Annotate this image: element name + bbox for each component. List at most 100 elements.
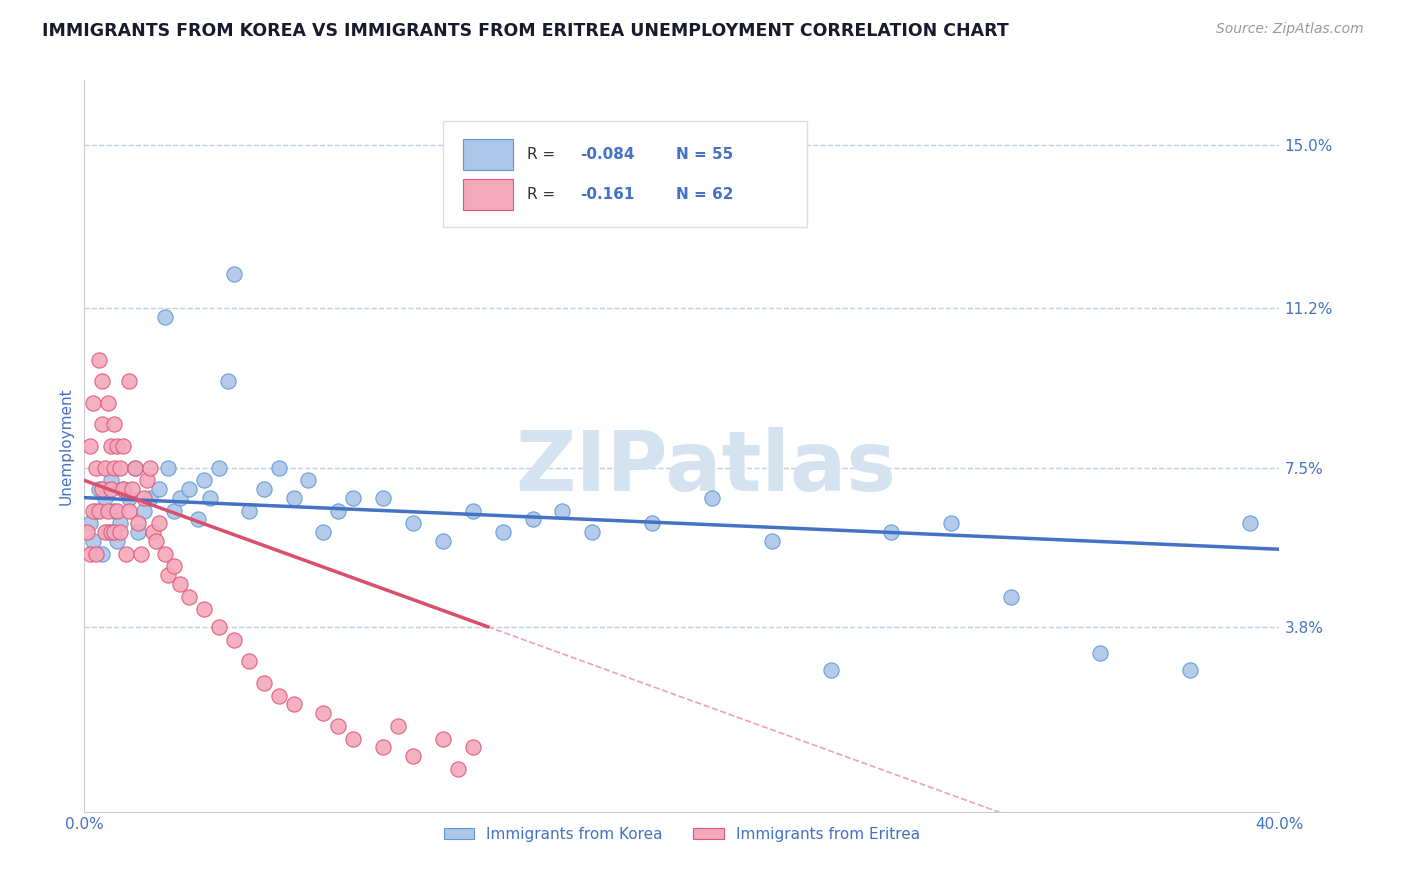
Point <box>169 491 191 505</box>
Point <box>118 491 141 505</box>
Point <box>97 524 120 539</box>
Point <box>193 602 215 616</box>
Point <box>217 375 239 389</box>
Point <box>103 503 125 517</box>
Point <box>136 474 159 488</box>
Point <box>312 706 335 720</box>
Point <box>100 439 122 453</box>
Point <box>820 663 842 677</box>
Point <box>283 491 305 505</box>
Point <box>100 524 122 539</box>
Point <box>121 482 143 496</box>
Point <box>402 748 425 763</box>
Point <box>100 482 122 496</box>
Point <box>112 439 135 453</box>
Point <box>79 439 101 453</box>
Point <box>373 491 395 505</box>
Text: -0.084: -0.084 <box>581 146 636 161</box>
Point <box>1178 663 1201 677</box>
Point <box>105 439 128 453</box>
Text: N = 55: N = 55 <box>676 146 733 161</box>
Point <box>169 576 191 591</box>
Point <box>461 503 484 517</box>
Point <box>153 310 176 324</box>
Point <box>115 547 138 561</box>
Point <box>89 503 111 517</box>
Point <box>118 503 141 517</box>
Point <box>208 460 231 475</box>
Point <box>91 375 114 389</box>
Point <box>238 654 260 668</box>
Point <box>157 460 180 475</box>
Point <box>1000 590 1022 604</box>
Point <box>387 719 409 733</box>
Point <box>880 524 903 539</box>
Point <box>82 396 104 410</box>
Point <box>267 689 290 703</box>
Point <box>91 482 114 496</box>
Point <box>187 512 209 526</box>
Bar <box>463 179 513 210</box>
Point <box>1239 516 1261 531</box>
Point <box>193 474 215 488</box>
Point <box>89 482 111 496</box>
Point <box>939 516 962 531</box>
Point <box>522 512 544 526</box>
Point <box>103 460 125 475</box>
Point <box>110 460 132 475</box>
Point <box>432 731 454 746</box>
Point <box>76 524 98 539</box>
Text: ZIPatlas: ZIPatlas <box>516 427 896 508</box>
Bar <box>463 139 513 169</box>
Y-axis label: Unemployment: Unemployment <box>58 387 73 505</box>
Point <box>297 474 319 488</box>
Point <box>124 460 146 475</box>
Point <box>82 533 104 548</box>
Text: -0.161: -0.161 <box>581 187 634 202</box>
Point <box>163 559 186 574</box>
Point <box>139 491 162 505</box>
Point <box>91 417 114 432</box>
Point <box>112 482 135 496</box>
Point <box>132 503 156 517</box>
Point <box>79 516 101 531</box>
Point <box>148 516 170 531</box>
Point <box>432 533 454 548</box>
Text: Source: ZipAtlas.com: Source: ZipAtlas.com <box>1216 22 1364 37</box>
Point <box>222 267 245 281</box>
FancyBboxPatch shape <box>443 120 807 227</box>
Point <box>641 516 664 531</box>
Point <box>127 524 149 539</box>
Point <box>132 491 156 505</box>
Point <box>112 482 135 496</box>
Point <box>461 740 484 755</box>
Point <box>177 590 200 604</box>
Point <box>110 516 132 531</box>
Point <box>157 568 180 582</box>
Point <box>82 503 104 517</box>
Point <box>177 482 200 496</box>
Point <box>1090 646 1112 660</box>
Point <box>238 503 260 517</box>
Point <box>208 620 231 634</box>
Point <box>129 547 152 561</box>
Point <box>79 547 101 561</box>
Point <box>118 375 141 389</box>
Point <box>86 503 108 517</box>
Point <box>761 533 783 548</box>
Point <box>89 353 111 368</box>
Point <box>110 524 132 539</box>
Point <box>163 503 186 517</box>
Point <box>312 524 335 539</box>
Point <box>97 503 120 517</box>
Point <box>91 547 114 561</box>
Point <box>267 460 290 475</box>
Point <box>148 482 170 496</box>
Point <box>373 740 395 755</box>
Point <box>328 503 350 517</box>
Point <box>342 731 364 746</box>
Point <box>198 491 221 505</box>
Point <box>145 533 167 548</box>
Point <box>253 482 276 496</box>
Point <box>97 396 120 410</box>
